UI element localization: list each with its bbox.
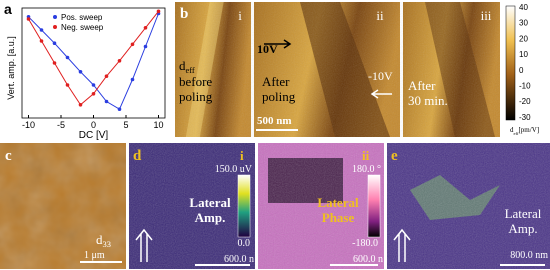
x-tick-label: 0	[91, 120, 96, 130]
data-point	[130, 77, 135, 82]
annotation: 10V	[257, 42, 278, 56]
colorbar	[367, 174, 381, 238]
colorbar-label: deff[pm/V]	[510, 126, 539, 136]
data-point	[52, 61, 57, 65]
scale-label: 500 nm	[257, 115, 292, 127]
colorbar-unit: [pm/V]	[518, 126, 539, 134]
colorbar-tick-label: 20	[519, 34, 528, 43]
colorbar-tick-label: 40	[519, 3, 528, 12]
legend-marker	[53, 15, 57, 19]
symbol-main: d	[179, 58, 186, 73]
scale-label: 600.0 n	[224, 254, 254, 265]
colorbar-tick-label: 10	[519, 50, 528, 59]
texture	[387, 143, 550, 269]
data-point	[104, 99, 109, 104]
panel-label: e	[391, 148, 398, 164]
caption: Lateral	[505, 206, 542, 221]
symbol-subscript: eff	[186, 65, 195, 75]
caption: After	[262, 74, 290, 89]
caption: Phase	[322, 210, 355, 225]
caption: d33	[96, 232, 111, 249]
data-point	[39, 28, 44, 32]
colorbar-label: 150.0 uV	[215, 164, 253, 175]
symbol-main: d	[510, 126, 514, 134]
symbol-subscript: 33	[103, 239, 111, 249]
caption: Lateral	[189, 195, 231, 210]
legend-label: Pos. sweep	[61, 13, 103, 22]
data-point	[78, 103, 83, 107]
arrow	[370, 89, 392, 99]
x-tick-label: -10	[22, 120, 35, 130]
caption: poling	[262, 89, 296, 104]
caption: After	[408, 78, 436, 93]
colorbar-label: 0.0	[238, 238, 251, 249]
caption: deff	[179, 58, 195, 75]
data-point	[104, 74, 109, 78]
data-point	[65, 55, 70, 60]
symbol-subscript: eff	[514, 131, 519, 136]
colorbar-tick-label: 0	[519, 66, 524, 75]
colorbar	[505, 5, 516, 121]
scale-label: 800.0 nm	[510, 250, 548, 261]
caption: 30 min.	[408, 93, 448, 108]
caption: before	[179, 74, 212, 89]
sub-panel-label: ii	[376, 8, 384, 23]
panel-label: a	[4, 1, 12, 17]
legend-marker	[53, 25, 57, 29]
texture	[258, 143, 384, 269]
sub-panel-label: ii	[362, 148, 370, 163]
colorbar	[237, 174, 251, 238]
caption: Lateral	[317, 195, 359, 210]
caption: Amp.	[508, 221, 537, 236]
arrow	[135, 228, 153, 262]
data-point	[39, 39, 44, 43]
colorbar-tick-label: -30	[519, 113, 531, 122]
x-tick-label: 5	[123, 120, 128, 130]
data-point	[78, 70, 83, 74]
panel-label: c	[5, 148, 12, 164]
x-tick-label: -5	[57, 120, 65, 130]
symbol-main: d	[96, 232, 103, 247]
data-point	[65, 83, 70, 87]
colorbar-tick-label: 30	[519, 19, 528, 28]
x-tick-label: 10	[153, 120, 163, 130]
arrow	[264, 39, 292, 49]
data-point	[117, 59, 122, 63]
panel-label: b	[180, 6, 188, 22]
data-point	[143, 44, 148, 49]
legend-label: Neg. sweep	[61, 23, 104, 32]
texture	[0, 143, 126, 269]
data-point	[143, 26, 148, 30]
colorbar-label: 180.0 °	[352, 164, 381, 175]
colorbar-label: -180.0	[352, 238, 378, 249]
texture	[175, 2, 500, 137]
texture	[129, 143, 255, 269]
data-point	[26, 17, 31, 21]
data-point	[52, 41, 57, 45]
annotation: -10V	[368, 69, 393, 83]
x-axis-label: DC [V]	[79, 130, 109, 141]
arrow	[393, 228, 411, 262]
caption: Amp.	[195, 210, 226, 225]
caption: poling	[179, 89, 213, 104]
data-point	[117, 107, 122, 111]
panel-label: d	[133, 148, 142, 164]
y-axis-label: Vert. amp. [a.u.]	[6, 36, 16, 100]
colorbar-tick-label: -20	[519, 97, 531, 106]
sub-panel-label: i	[238, 8, 242, 23]
sub-panel-label: iii	[481, 8, 492, 23]
sub-panel-label: i	[240, 148, 244, 163]
colorbar-tick-label: -10	[519, 82, 531, 91]
data-point	[130, 42, 135, 47]
data-point	[91, 92, 96, 96]
scale-label: 1 μm	[84, 250, 105, 261]
scale-label: 600.0 n	[353, 254, 383, 265]
data-point	[156, 9, 161, 14]
data-point	[91, 83, 96, 87]
